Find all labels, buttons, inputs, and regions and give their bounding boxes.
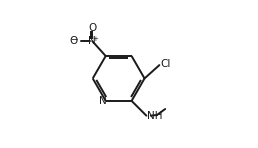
Text: O: O (69, 36, 77, 46)
Text: NH: NH (147, 111, 163, 121)
Text: −: − (70, 34, 78, 43)
Text: N: N (88, 36, 96, 46)
Text: +: + (92, 36, 98, 42)
Text: Cl: Cl (160, 59, 171, 69)
Text: O: O (88, 23, 96, 33)
Text: N: N (99, 96, 106, 106)
